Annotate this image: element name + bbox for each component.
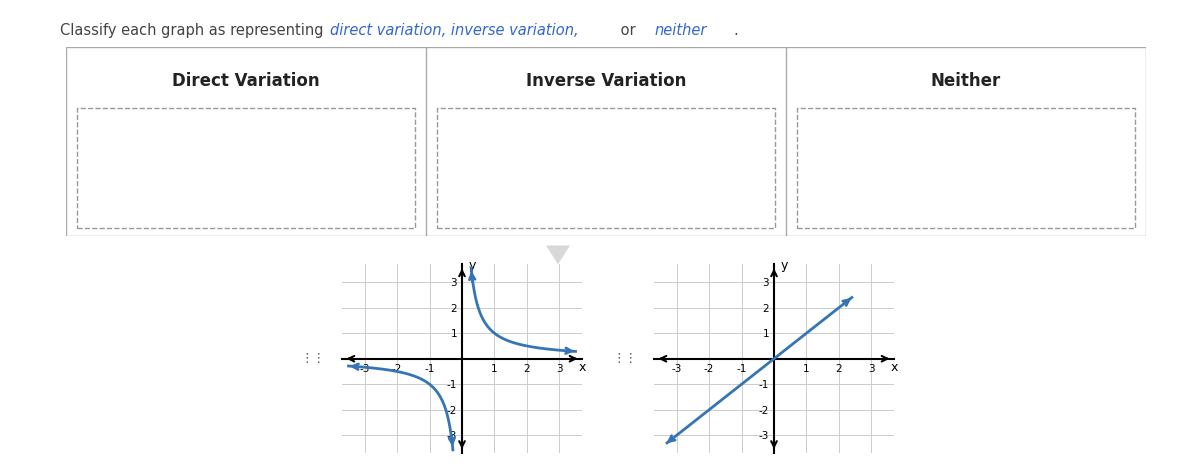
Text: .: .	[733, 23, 738, 38]
Text: 12: 12	[10, 349, 48, 378]
Text: Direct Variation: Direct Variation	[172, 72, 320, 90]
Text: Classify each graph as representing: Classify each graph as representing	[60, 23, 328, 38]
Text: neither: neither	[654, 23, 707, 38]
Polygon shape	[546, 245, 570, 264]
Text: x: x	[890, 361, 898, 374]
Text: direct variation, inverse variation,: direct variation, inverse variation,	[330, 23, 578, 38]
Text: y: y	[468, 259, 476, 272]
Text: ⋮⋮: ⋮⋮	[300, 352, 325, 365]
Text: Inverse Variation: Inverse Variation	[526, 72, 686, 90]
Text: Neither: Neither	[931, 72, 1001, 90]
Text: x: x	[578, 361, 586, 374]
Text: y: y	[780, 259, 788, 272]
Text: or: or	[616, 23, 640, 38]
Text: ⋮⋮: ⋮⋮	[612, 352, 637, 365]
